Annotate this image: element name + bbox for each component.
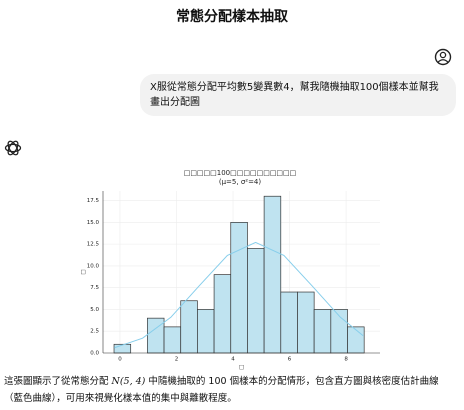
histogram-bar	[230, 222, 248, 354]
histogram-bar	[280, 291, 298, 354]
histogram-bar	[247, 248, 265, 354]
page-title: 常態分配樣本抽取	[176, 9, 288, 25]
histogram-bar	[213, 274, 232, 354]
math-expression: N(5, 4)	[111, 376, 146, 387]
histogram-bar	[163, 326, 182, 354]
histogram-bar	[197, 309, 215, 354]
y-tick-label: 7.5	[90, 285, 99, 291]
assistant-message: 這張圖顯示了從常態分配 N(5, 4) 中隨機抽取的 100 個樣本的分配情形，…	[4, 373, 454, 407]
histogram-bar	[147, 317, 165, 354]
chart-subtitle: (μ=5, σ²=4)	[219, 178, 262, 186]
kde-curve	[114, 241, 364, 349]
y-tick-label: 0.0	[90, 351, 99, 357]
chart-title: □□□□□100□□□□□□□□□□	[184, 169, 297, 177]
x-tick-label: 8	[344, 357, 348, 363]
y-tick-label: 17.5	[87, 198, 100, 204]
histogram-chart: □□□□□100□□□□□□□□□□ (μ=5, σ²=4) 0.0 2.5 5.0…	[81, 169, 380, 371]
user-avatar	[434, 48, 452, 66]
histogram-bar	[313, 309, 332, 354]
histogram-bar	[263, 195, 282, 354]
histogram-bar	[180, 300, 198, 354]
response-text: 這張圖顯示了從常態分配	[4, 376, 112, 387]
x-tick-label: 2	[175, 357, 179, 363]
y-axis-label: □	[81, 269, 87, 274]
assistant-logo	[4, 140, 22, 156]
y-tick-label: 10.0	[87, 263, 100, 269]
x-tick-label: 6	[288, 357, 292, 363]
x-axis-label: □	[239, 365, 244, 371]
histogram-bar	[113, 343, 132, 354]
x-tick-label: 4	[231, 357, 235, 363]
user-message: X服從常態分配平均數5變異數4，幫我隨機抽取100個樣本並幫我畫出分配圖	[140, 74, 456, 116]
y-tick-label: 5.0	[90, 307, 99, 313]
y-tick-label: 2.5	[90, 329, 99, 335]
y-tick-label: 12.5	[87, 242, 100, 248]
y-tick-label: 15.0	[87, 220, 100, 226]
histogram-bar	[297, 291, 315, 354]
response-text: 中隨機抽取的 100 個樣本的分配情形，包含直方圖與核密度估計曲線（藍色曲線），…	[4, 376, 439, 404]
x-tick-label: 0	[118, 357, 122, 363]
histogram-bar	[347, 326, 365, 354]
